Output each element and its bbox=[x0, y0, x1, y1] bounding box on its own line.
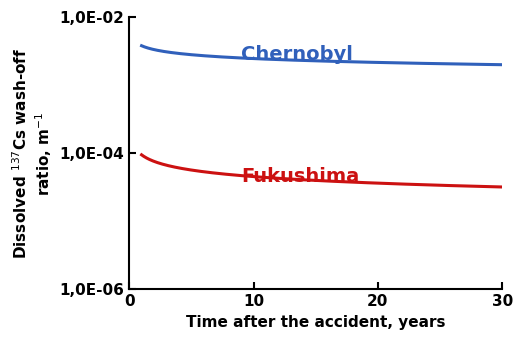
Text: Fukushima: Fukushima bbox=[241, 167, 359, 187]
X-axis label: Time after the accident, years: Time after the accident, years bbox=[186, 315, 445, 330]
Text: Chernobyl: Chernobyl bbox=[241, 45, 353, 64]
Y-axis label: Dissolved $^{137}$Cs wash-off
ratio, m$^{-1}$: Dissolved $^{137}$Cs wash-off ratio, m$^… bbox=[11, 48, 54, 259]
